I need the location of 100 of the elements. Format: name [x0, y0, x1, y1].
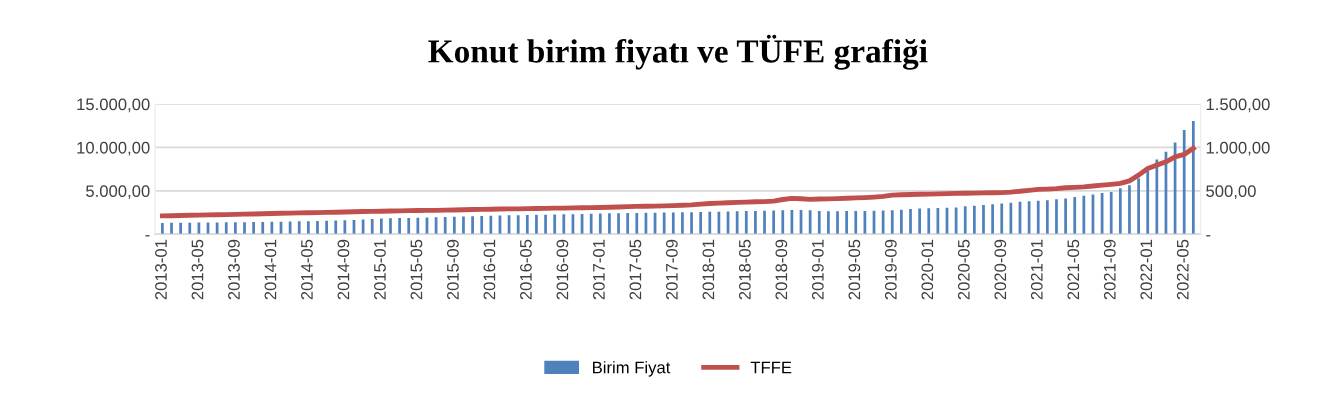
x-tick-label: 2016-05: [520, 239, 532, 300]
bar: [1128, 185, 1131, 235]
bar: [1036, 200, 1040, 235]
x-tick-label: 2019-09: [884, 239, 897, 300]
x-tick-label: 2014-05: [301, 239, 313, 300]
legend-label: TFFE: [750, 361, 792, 374]
bar: [525, 215, 529, 235]
y2-tick-label: 1.500,00: [1206, 98, 1270, 113]
bar: [909, 209, 912, 235]
bar: [671, 212, 675, 235]
x-tick-label: 2022-01: [1140, 239, 1153, 300]
x-tick-label: 2021-01: [1030, 239, 1043, 300]
bar: [1191, 121, 1195, 235]
x-tick-label: 2018-09: [775, 239, 788, 300]
bar: [462, 216, 465, 235]
x-tick-label: 2017-09: [665, 239, 678, 300]
bar: [1118, 188, 1122, 235]
bar: [991, 204, 994, 235]
bar: [535, 214, 538, 235]
y-tick-label: 10.000,00: [77, 141, 150, 156]
bar: [471, 216, 474, 235]
bar: [918, 208, 921, 235]
bar: [1182, 130, 1186, 235]
bar: [379, 218, 383, 235]
bar: [845, 211, 849, 235]
bar: [1082, 195, 1086, 235]
bar: [325, 220, 328, 235]
bar: [681, 212, 684, 235]
bar: [608, 213, 611, 235]
x-tick-label: 2019-01: [811, 239, 824, 300]
bar: [161, 222, 164, 235]
bar: [808, 210, 812, 235]
bar: [252, 222, 255, 235]
chart-title: Konut birim fiyatı ve TÜFE grafiği: [428, 34, 928, 70]
bar: [398, 218, 401, 235]
bar: [900, 209, 903, 235]
bar: [370, 219, 374, 235]
x-tick-label: 2020-09: [994, 239, 1007, 300]
bar: [963, 206, 967, 235]
x-tick-label: 2017-05: [629, 239, 642, 300]
bar: [754, 210, 757, 235]
bar: [836, 211, 839, 235]
x-tick-label: 2015-09: [447, 239, 459, 300]
bar: [452, 216, 456, 235]
bar: [553, 214, 557, 235]
bar: [735, 211, 739, 235]
x-tick-label: 2013-05: [191, 239, 204, 300]
x-tick-label: 2013-09: [228, 239, 240, 300]
bar: [489, 215, 493, 235]
bar: [234, 222, 237, 235]
bar: [307, 221, 310, 235]
bar: [982, 205, 985, 235]
bar: [188, 222, 192, 235]
x-tick-label: 2015-01: [374, 239, 386, 300]
bar: [973, 205, 976, 235]
bar: [407, 217, 411, 235]
bar: [1045, 200, 1049, 235]
bar: [443, 216, 447, 235]
bar: [1055, 199, 1058, 235]
x-tick-label: 2022-05: [1176, 239, 1189, 300]
bar: [389, 218, 392, 235]
bar: [598, 213, 602, 235]
y2-tick-label: -: [1206, 235, 1211, 237]
y2-tick-label: 500,00: [1206, 185, 1256, 199]
bar: [1064, 198, 1067, 235]
bar: [626, 213, 630, 235]
bar: [1000, 203, 1004, 235]
bar: [781, 210, 785, 235]
line-series: [159, 145, 1196, 219]
bar: [817, 210, 821, 235]
bar: [662, 212, 666, 235]
bar: [772, 210, 776, 235]
bar: [334, 220, 338, 235]
bar: [243, 222, 246, 235]
x-tick-label: 2020-05: [957, 239, 970, 300]
x-tick-label: 2016-01: [483, 239, 496, 300]
x-tick-label: 2019-05: [848, 239, 861, 300]
bar: [699, 211, 703, 235]
bar: [617, 213, 620, 235]
bar: [890, 210, 894, 235]
bar: [744, 211, 748, 235]
bar: [544, 214, 547, 235]
bar: [1073, 196, 1077, 235]
bar: [763, 210, 766, 235]
x-tick-label: 2020-01: [921, 239, 934, 300]
x-tick-label: 2018-01: [702, 239, 715, 300]
y-tick-label: -: [145, 235, 150, 237]
x-tick-label: 2017-01: [592, 239, 605, 300]
bar: [480, 215, 484, 235]
bar: [690, 212, 693, 235]
bar: [881, 210, 885, 235]
y-tick-label: 5.000,00: [86, 185, 150, 199]
bar: [297, 221, 301, 235]
x-tick-label: 2014-09: [337, 239, 350, 300]
bar: [516, 215, 520, 235]
x-tick-label: 2016-09: [556, 239, 569, 300]
bar: [827, 211, 830, 235]
bar: [224, 222, 228, 235]
bar: [1009, 202, 1013, 235]
bar: [927, 208, 931, 235]
